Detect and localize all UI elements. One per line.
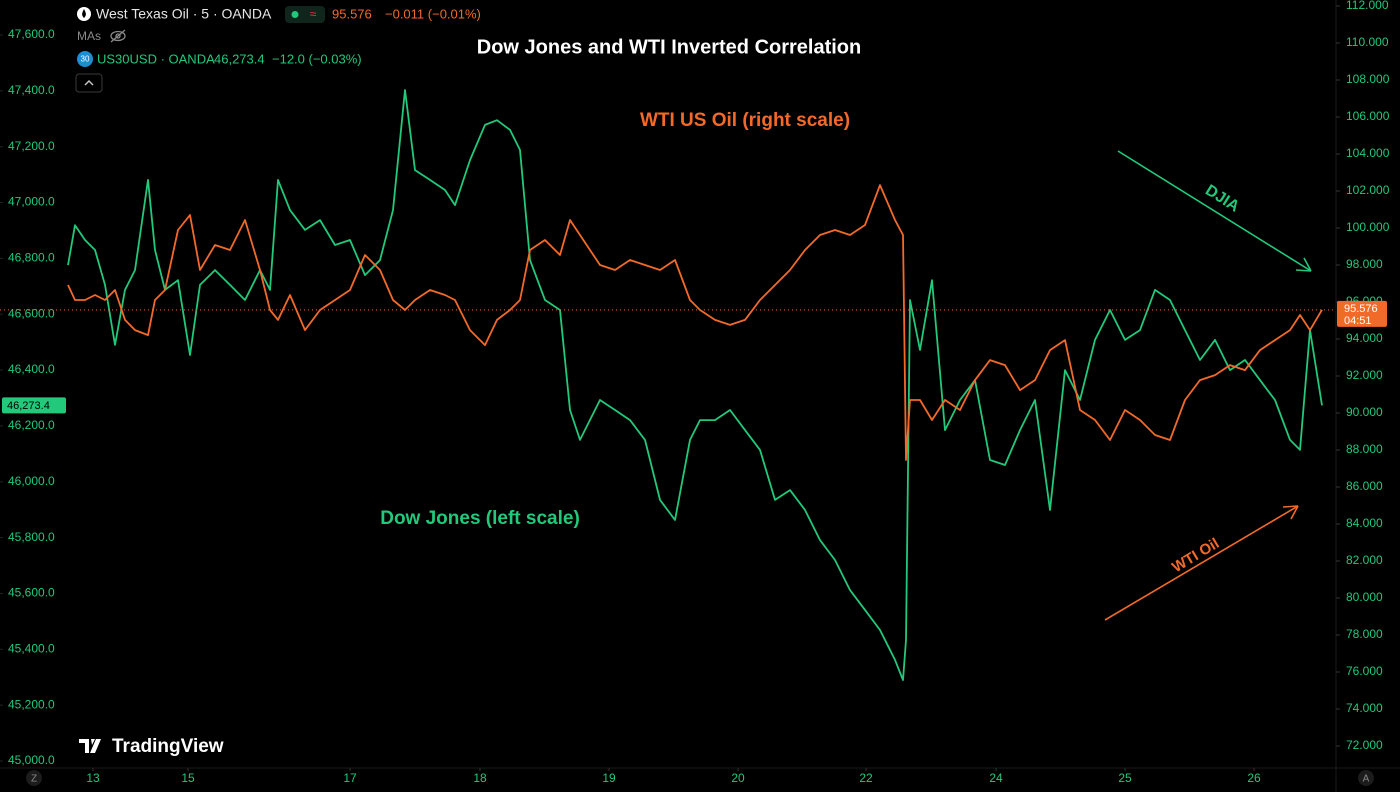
- line: [67, 184, 1323, 461]
- x-tick-label: 19: [602, 771, 616, 785]
- y-tick-label: 45,000.0: [8, 753, 55, 767]
- annotation: Dow Jones (left scale): [380, 508, 580, 529]
- y-tick-label: 46,000.0: [8, 474, 55, 488]
- y2-tick-label: 106.000: [1346, 109, 1390, 123]
- y-tick-label: 46,600.0: [8, 306, 55, 320]
- y2-tick-label: 98.000: [1346, 257, 1383, 271]
- y-tick-label: 46,800.0: [8, 251, 55, 265]
- dow-symbol[interactable]: US30USD · OANDA: [97, 51, 215, 66]
- x-tick-label: 18: [473, 771, 487, 785]
- price-tag-label: 46,273.4: [7, 400, 50, 412]
- corner-button[interactable]: [1358, 770, 1374, 786]
- status-badge: [285, 6, 325, 23]
- arrow-head: [1282, 505, 1299, 520]
- y2-tick-label: 80.000: [1346, 590, 1383, 604]
- annotation: WTI US Oil (right scale): [640, 110, 850, 131]
- x-tick-label: 22: [859, 771, 873, 785]
- y-tick-label: 46,400.0: [8, 362, 55, 376]
- x-tick-label: 15: [181, 771, 195, 785]
- y2-tick-label: 86.000: [1346, 479, 1383, 493]
- line: [67, 89, 1323, 681]
- corner-label: Z: [31, 774, 37, 785]
- y-tick-label: 47,000.0: [8, 195, 55, 209]
- y2-tick-label: 72.000: [1346, 738, 1383, 752]
- y2-tick-label: 88.000: [1346, 442, 1383, 456]
- logo: TradingView: [79, 736, 224, 757]
- y2-tick-label: 78.000: [1346, 627, 1383, 641]
- corner-label: A: [1363, 774, 1370, 785]
- oil-symbol[interactable]: West Texas Oil · 5 · OANDA: [96, 6, 272, 22]
- y2-tick-label: 74.000: [1346, 701, 1383, 715]
- y-tick-label: 45,400.0: [8, 641, 55, 655]
- y2-tick-label: 82.000: [1346, 553, 1383, 567]
- dow-change: −12.0 (−0.03%): [272, 51, 362, 66]
- arrow-head: [1295, 257, 1312, 272]
- y2-tick-label: 112.000: [1346, 0, 1389, 12]
- hide-icon[interactable]: [110, 29, 126, 43]
- oil-price: 95.576: [332, 6, 372, 21]
- y2-tick-label: 110.000: [1346, 35, 1389, 49]
- y-tick-label: 46,200.0: [8, 418, 55, 432]
- y2-tick-label: 76.000: [1346, 664, 1383, 678]
- y-tick-label: 45,200.0: [8, 697, 55, 711]
- y-tick-label: 45,600.0: [8, 586, 55, 600]
- price-tag-label: 95.576: [1344, 303, 1378, 315]
- price-tag-time: 04:51: [1344, 315, 1372, 327]
- corner-button[interactable]: [26, 770, 42, 786]
- y2-tick-label: 94.000: [1346, 331, 1383, 345]
- badge: [77, 51, 93, 67]
- arrow: [1104, 505, 1299, 621]
- arrow: [1117, 150, 1312, 272]
- collapse-button[interactable]: [75, 73, 103, 93]
- y2-tick-label: 100.000: [1346, 220, 1390, 234]
- mas-label[interactable]: MAs: [77, 29, 101, 43]
- y2-tick-label: 108.000: [1346, 72, 1390, 86]
- status-dot: [291, 11, 299, 18]
- oil-change: −0.011 (−0.01%): [385, 6, 481, 21]
- x-tick-label: 26: [1247, 771, 1261, 785]
- y-tick-label: 47,400.0: [8, 83, 55, 97]
- y-tick-label: 47,200.0: [8, 139, 55, 153]
- status-icon: ≈: [310, 7, 317, 21]
- chart-title: Dow Jones and WTI Inverted Correlation: [477, 36, 862, 58]
- x-tick-label: 24: [989, 771, 1003, 785]
- x-tick-label: 13: [86, 771, 100, 785]
- y-tick-label: 47,600.0: [8, 27, 55, 41]
- y2-tick-label: 92.000: [1346, 368, 1383, 382]
- oil-drop: [82, 9, 86, 18]
- y2-tick-label: 104.000: [1346, 146, 1390, 160]
- y2-tick-label: 102.000: [1346, 183, 1390, 197]
- price-tag: [2, 397, 66, 414]
- x-tick-label: 17: [343, 771, 357, 785]
- badge-text: 30: [81, 55, 90, 64]
- price-tag: [1337, 300, 1387, 327]
- dow-price: 46,273.4: [214, 51, 265, 66]
- y-tick-label: 45,800.0: [8, 530, 55, 544]
- y2-tick-label: 84.000: [1346, 516, 1383, 530]
- logo-text: TradingView: [112, 736, 224, 757]
- y2-tick-label: 90.000: [1346, 405, 1383, 419]
- x-tick-label: 25: [1118, 771, 1132, 785]
- collapse-icon: [84, 80, 94, 86]
- x-tick-label: 20: [731, 771, 745, 785]
